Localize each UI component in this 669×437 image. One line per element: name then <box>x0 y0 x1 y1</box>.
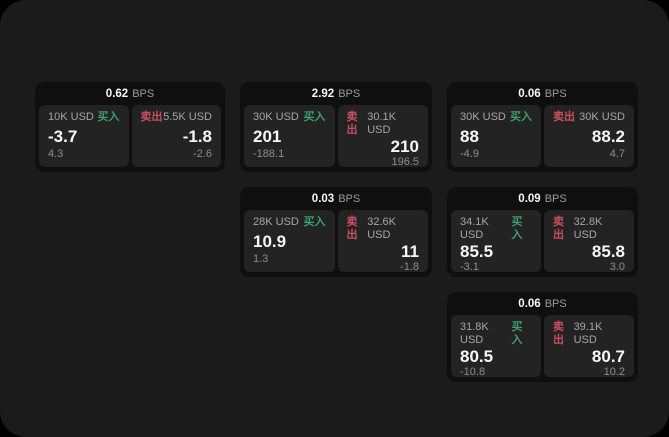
buy-price: -3.7 <box>48 126 78 146</box>
sell-amount: 32.8K USD <box>573 216 603 241</box>
sell-amount: 30.1K USD <box>367 111 396 136</box>
sell-amount: 39.1K USD <box>573 321 603 346</box>
quote-card: 0.06 BPS 31.8K USD 买入 80.5 -10.8 卖出 39.1… <box>447 292 638 382</box>
quote-card: 0.62 BPS 10K USD 买入 -3.7 4.3 卖出 5.5K USD… <box>35 82 225 172</box>
bps-unit-label: BPS <box>544 297 567 310</box>
sell-side-label: 卖出 <box>553 111 575 123</box>
buy-price: 201 <box>253 126 282 146</box>
buy-pane[interactable]: 10K USD 买入 -3.7 4.3 <box>39 105 129 167</box>
bps-value: 0.06 <box>518 297 541 310</box>
sell-side-label: 卖出 <box>140 111 163 123</box>
quote-card: 2.92 BPS 30K USD 买入 201 -188.1 卖出 30.1K … <box>240 82 432 172</box>
buy-amount: 30K USD <box>460 111 506 123</box>
buy-side-label: 买入 <box>511 321 523 346</box>
buy-price: 88 <box>460 126 479 146</box>
buy-price: 85.5 <box>460 242 494 261</box>
sell-amount: 32.6K USD <box>367 216 396 241</box>
sell-amount: 5.5K USD <box>163 111 212 123</box>
quote-card: 0.06 BPS 30K USD 买入 88 -4.9 卖出 30K USD 8… <box>447 82 638 172</box>
buy-change: 4.3 <box>48 148 64 160</box>
sell-price: 11 <box>401 242 419 261</box>
buy-side-label: 买入 <box>511 216 523 241</box>
sell-price: 88.2 <box>591 126 625 146</box>
sell-pane[interactable]: 卖出 5.5K USD -1.8 -2.6 <box>131 105 221 167</box>
card-header: 2.92 BPS <box>240 82 432 105</box>
buy-amount: 10K USD <box>48 111 94 123</box>
buy-change: 1.3 <box>253 253 269 265</box>
buy-side-label: 买入 <box>97 111 120 123</box>
buy-pane[interactable]: 30K USD 买入 201 -188.1 <box>244 105 335 167</box>
sell-amount: 30K USD <box>579 111 625 123</box>
sell-price: 85.8 <box>591 242 625 261</box>
bps-unit-label: BPS <box>338 192 361 205</box>
bps-unit-label: BPS <box>338 87 361 100</box>
bps-value: 0.09 <box>518 192 541 205</box>
card-header: 0.06 BPS <box>447 292 638 315</box>
buy-side-label: 买入 <box>303 111 326 123</box>
buy-change: -10.8 <box>460 366 486 378</box>
buy-change: -4.9 <box>460 148 479 160</box>
buy-change: -3.1 <box>460 261 479 273</box>
buy-price: 10.9 <box>253 231 287 251</box>
sell-side-label: 卖出 <box>553 216 564 241</box>
buy-amount: 31.8K USD <box>460 321 489 346</box>
buy-price: 80.5 <box>460 347 494 366</box>
sell-pane[interactable]: 卖出 32.6K USD 11 -1.8 <box>337 210 428 273</box>
card-header: 0.03 BPS <box>240 187 432 210</box>
quote-card: 0.03 BPS 28K USD 买入 10.9 1.3 卖出 32.6K US… <box>240 187 432 277</box>
sell-price: -1.8 <box>182 126 212 146</box>
buy-amount: 28K USD <box>253 216 299 228</box>
bps-unit-label: BPS <box>132 87 155 100</box>
bps-value: 0.06 <box>518 87 541 100</box>
sell-price: 210 <box>390 137 419 156</box>
buy-pane[interactable]: 30K USD 买入 88 -4.9 <box>451 105 541 167</box>
sell-side-label: 卖出 <box>346 216 358 241</box>
sell-change: -2.6 <box>193 148 212 160</box>
buy-amount: 34.1K USD <box>460 216 489 241</box>
bps-value: 2.92 <box>311 87 335 100</box>
sell-change: 4.7 <box>609 148 625 160</box>
buy-pane[interactable]: 31.8K USD 买入 80.5 -10.8 <box>451 315 541 378</box>
buy-change: -188.1 <box>253 148 285 160</box>
sell-pane[interactable]: 卖出 30.1K USD 210 196.5 <box>337 105 428 168</box>
card-header: 0.06 BPS <box>447 82 638 105</box>
sell-change: 10.2 <box>603 366 625 378</box>
sell-pane[interactable]: 卖出 32.8K USD 85.8 3.0 <box>544 210 634 273</box>
bps-value: 0.03 <box>311 192 335 205</box>
sell-pane[interactable]: 卖出 39.1K USD 80.7 10.2 <box>544 315 634 378</box>
sell-side-label: 卖出 <box>553 321 564 346</box>
card-header: 0.62 BPS <box>35 82 225 105</box>
quote-card: 0.09 BPS 34.1K USD 买入 85.5 -3.1 卖出 32.8K… <box>447 187 638 277</box>
buy-amount: 30K USD <box>253 111 299 123</box>
buy-pane[interactable]: 34.1K USD 买入 85.5 -3.1 <box>451 210 541 273</box>
card-header: 0.09 BPS <box>447 187 638 210</box>
buy-side-label: 买入 <box>303 216 326 228</box>
bps-value: 0.62 <box>105 87 129 100</box>
sell-change: 3.0 <box>609 261 625 273</box>
sell-price: 80.7 <box>591 347 625 366</box>
bps-unit-label: BPS <box>544 87 567 100</box>
buy-pane[interactable]: 28K USD 买入 10.9 1.3 <box>244 210 335 272</box>
sell-change: 196.5 <box>391 156 419 168</box>
bps-unit-label: BPS <box>544 192 567 205</box>
sell-change: -1.8 <box>400 261 419 273</box>
buy-side-label: 买入 <box>510 111 532 123</box>
sell-pane[interactable]: 卖出 30K USD 88.2 4.7 <box>544 105 634 167</box>
sell-side-label: 卖出 <box>346 111 358 136</box>
